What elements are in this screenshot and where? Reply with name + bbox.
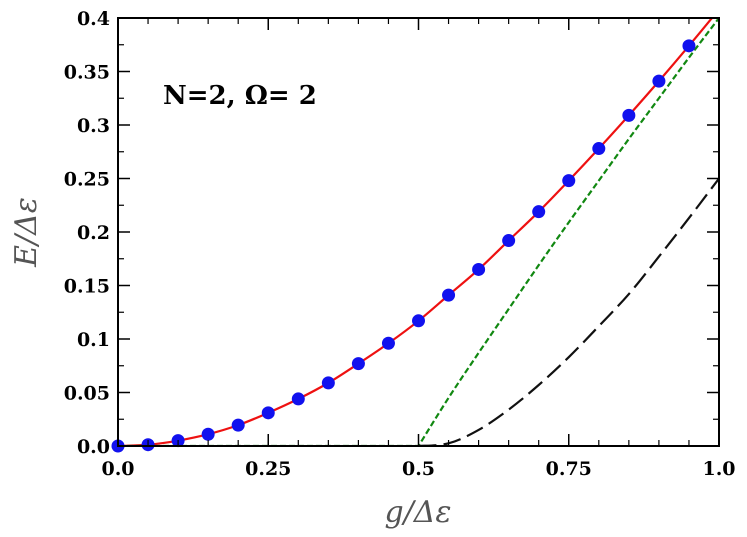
x-tick-label: 0.25	[245, 458, 291, 480]
data-point	[291, 392, 305, 406]
data-point	[682, 39, 696, 53]
y-tick-label: 0.4	[77, 8, 110, 30]
y-tick-label: 0.2	[77, 222, 110, 244]
data-point	[381, 336, 395, 350]
x-tick-label: 0.75	[546, 458, 592, 480]
ticks	[117, 17, 720, 447]
series-line-3	[418, 177, 719, 446]
data-point	[442, 288, 456, 302]
markers	[111, 39, 696, 453]
x-tick-label: 0.5	[402, 458, 435, 480]
y-tick-label: 0.25	[64, 169, 110, 191]
y-tick-label: 0.3	[77, 115, 110, 137]
data-point	[412, 314, 425, 328]
data-point	[261, 406, 275, 420]
data-point	[562, 174, 576, 188]
y-tick-label: 0.15	[64, 276, 110, 298]
y-tick-label: 0.05	[64, 383, 110, 405]
data-point	[532, 205, 546, 219]
series-line-0	[118, 18, 714, 446]
x-tick-label: 1.0	[702, 458, 735, 480]
data-point	[321, 376, 335, 390]
data-point	[652, 74, 666, 88]
y-tick-label: 0.0	[77, 436, 110, 458]
y-axis-label: E/Δε	[9, 197, 44, 268]
data-point	[351, 357, 365, 371]
y-tick-label: 0.1	[77, 329, 110, 351]
data-point	[502, 234, 516, 248]
chart-annotation: N=2, Ω= 2	[163, 81, 317, 111]
data-point	[622, 108, 636, 122]
tick-labels: 0.0 0.25 0.5 0.75 1.0 0.0 0.05 0.1 0.15 0.2 0.25 0.…	[64, 8, 736, 480]
data-point	[201, 427, 215, 441]
y-tick-label: 0.35	[64, 62, 110, 84]
data-point	[472, 262, 486, 276]
series-line-2	[118, 18, 719, 446]
curves	[118, 18, 719, 446]
x-axis-label: g/Δε	[384, 495, 451, 530]
data-point	[592, 142, 606, 156]
data-point	[231, 418, 245, 432]
x-tick-label: 0.0	[101, 458, 134, 480]
